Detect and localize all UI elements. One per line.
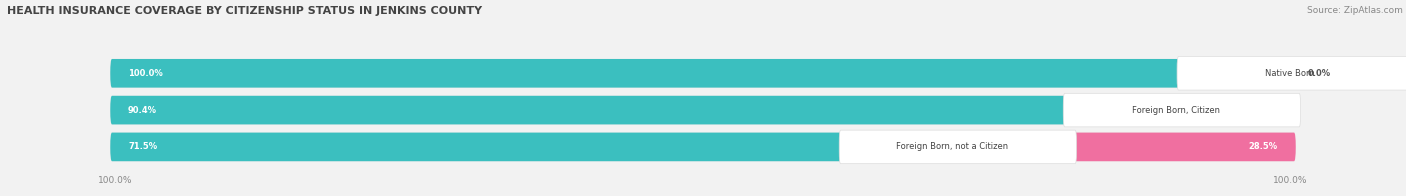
Text: Foreign Born, Citizen: Foreign Born, Citizen xyxy=(1132,106,1220,115)
FancyBboxPatch shape xyxy=(1063,93,1301,127)
Text: 0.0%: 0.0% xyxy=(1308,69,1330,78)
FancyBboxPatch shape xyxy=(110,133,957,161)
Text: 100.0%: 100.0% xyxy=(98,176,134,185)
Text: Native Born: Native Born xyxy=(1265,69,1315,78)
FancyBboxPatch shape xyxy=(839,130,1077,164)
FancyBboxPatch shape xyxy=(1182,96,1296,124)
FancyBboxPatch shape xyxy=(110,59,1296,88)
Text: 9.6%: 9.6% xyxy=(1254,106,1278,115)
Text: 90.4%: 90.4% xyxy=(128,106,157,115)
FancyBboxPatch shape xyxy=(110,59,1296,88)
FancyBboxPatch shape xyxy=(957,133,1296,161)
Text: Source: ZipAtlas.com: Source: ZipAtlas.com xyxy=(1308,6,1403,15)
Text: 100.0%: 100.0% xyxy=(1272,176,1308,185)
Text: 71.5%: 71.5% xyxy=(128,142,157,152)
Text: 100.0%: 100.0% xyxy=(128,69,163,78)
FancyBboxPatch shape xyxy=(110,96,1296,124)
FancyBboxPatch shape xyxy=(110,133,1296,161)
FancyBboxPatch shape xyxy=(110,96,1182,124)
Text: Foreign Born, not a Citizen: Foreign Born, not a Citizen xyxy=(896,142,1008,152)
Text: 28.5%: 28.5% xyxy=(1249,142,1278,152)
Text: HEALTH INSURANCE COVERAGE BY CITIZENSHIP STATUS IN JENKINS COUNTY: HEALTH INSURANCE COVERAGE BY CITIZENSHIP… xyxy=(7,6,482,16)
FancyBboxPatch shape xyxy=(1177,56,1406,90)
